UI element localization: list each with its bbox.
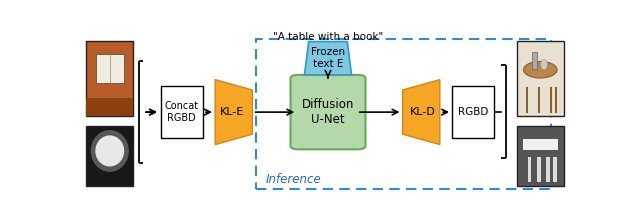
Text: "A table with a book": "A table with a book" (273, 32, 383, 42)
Text: Frozen
text E: Frozen text E (311, 48, 345, 69)
Ellipse shape (95, 135, 124, 166)
Bar (532, 52, 538, 69)
Bar (528, 157, 531, 182)
Text: Diffusion
U-Net: Diffusion U-Net (302, 98, 354, 126)
FancyBboxPatch shape (452, 87, 495, 138)
Text: RGBD: RGBD (458, 107, 488, 117)
Bar (86, 41, 133, 116)
Ellipse shape (524, 61, 557, 78)
Bar (526, 87, 529, 113)
Bar (556, 87, 557, 113)
Bar (550, 87, 552, 113)
Bar (86, 98, 133, 116)
Ellipse shape (91, 130, 129, 172)
Text: KL-D: KL-D (410, 107, 436, 117)
FancyBboxPatch shape (96, 54, 124, 83)
Bar (517, 41, 564, 116)
FancyBboxPatch shape (161, 87, 203, 138)
Bar (547, 157, 550, 182)
Ellipse shape (541, 59, 547, 70)
Text: Concat
RGBD: Concat RGBD (164, 101, 199, 123)
Text: Inference: Inference (266, 173, 322, 186)
Polygon shape (403, 80, 440, 145)
Bar (553, 157, 557, 182)
Bar (537, 157, 541, 182)
Bar (517, 126, 564, 186)
Polygon shape (305, 42, 351, 75)
Bar (86, 126, 133, 186)
Text: KL-E: KL-E (220, 107, 244, 117)
Bar (538, 87, 540, 113)
Polygon shape (215, 80, 252, 145)
Bar (523, 139, 558, 150)
FancyBboxPatch shape (291, 75, 365, 149)
